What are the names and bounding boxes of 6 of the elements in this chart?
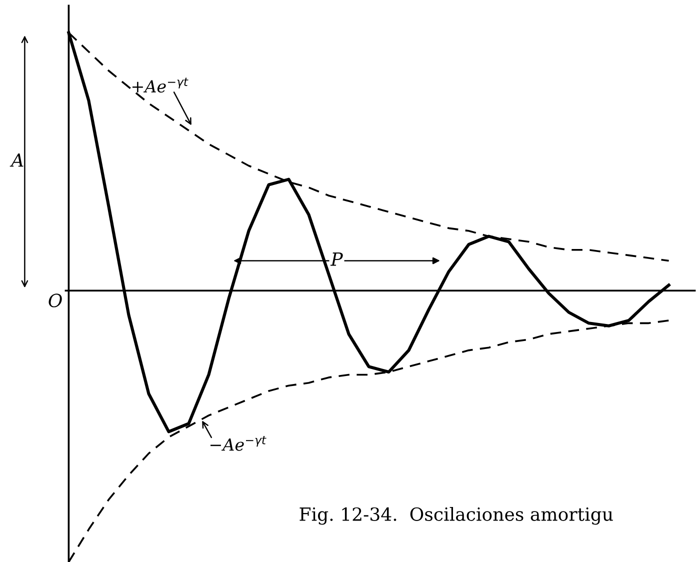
- annotation: −Ae$^{−γt}$: [210, 436, 266, 451]
- annotation: P: [330, 252, 343, 266]
- text: A: [10, 153, 24, 167]
- text: O: [48, 294, 62, 308]
- annotation: Fig. 12-34. Oscilaciones amortigu: [300, 506, 613, 525]
- annotation: +Ae$^{−γt}$: [132, 78, 188, 93]
